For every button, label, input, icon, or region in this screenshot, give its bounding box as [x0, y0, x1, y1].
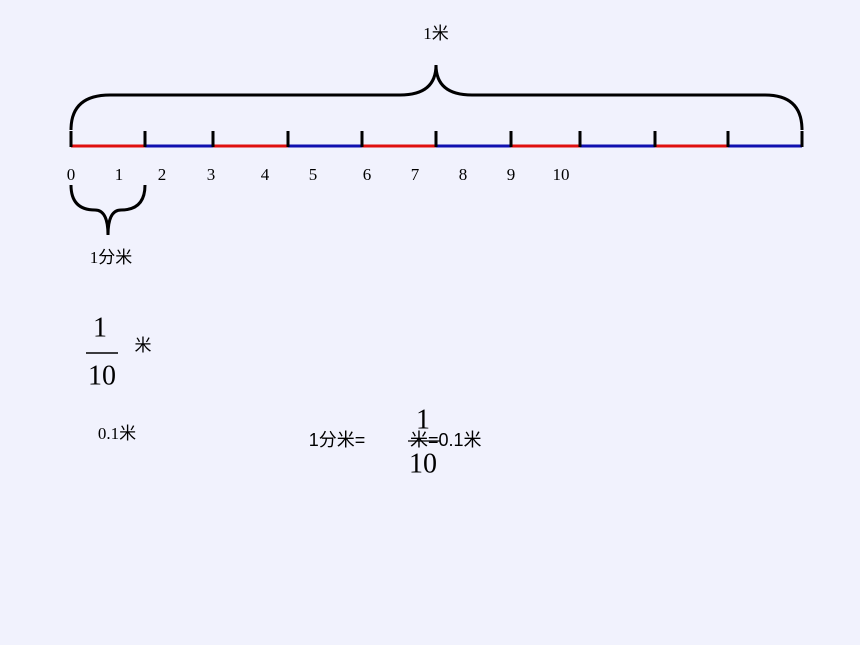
top-brace [69, 64, 804, 131]
ruler-label: 9 [507, 165, 516, 184]
fraction-denominator: 10 [88, 360, 116, 391]
ruler: 0 1 2 3 4 5 6 7 8 9 10 [67, 131, 804, 184]
ruler-label: 6 [363, 165, 372, 184]
equation-numerator: 1 [416, 404, 430, 435]
decimal-label: 0.1米 [98, 424, 136, 443]
ruler-label: 3 [207, 165, 216, 184]
equation-denominator: 10 [409, 448, 437, 479]
brace-label: 1分米 [90, 248, 133, 267]
ruler-label: 1 [115, 165, 124, 184]
fraction-unit: 米 [135, 336, 152, 355]
small-brace [69, 184, 147, 236]
equation-left: 1分米= [309, 430, 366, 450]
ruler-label: 7 [411, 165, 420, 184]
fraction-numerator: 1 [93, 312, 107, 343]
ruler-label: 0 [67, 165, 76, 184]
ruler-label: 5 [309, 165, 318, 184]
ruler-label: 8 [459, 165, 468, 184]
equation-right: 米=0.1米 [410, 430, 482, 450]
ruler-label: 2 [158, 165, 167, 184]
ruler-label: 4 [261, 165, 270, 184]
top-label: 1米 [423, 24, 449, 43]
ruler-label: 10 [553, 165, 570, 184]
